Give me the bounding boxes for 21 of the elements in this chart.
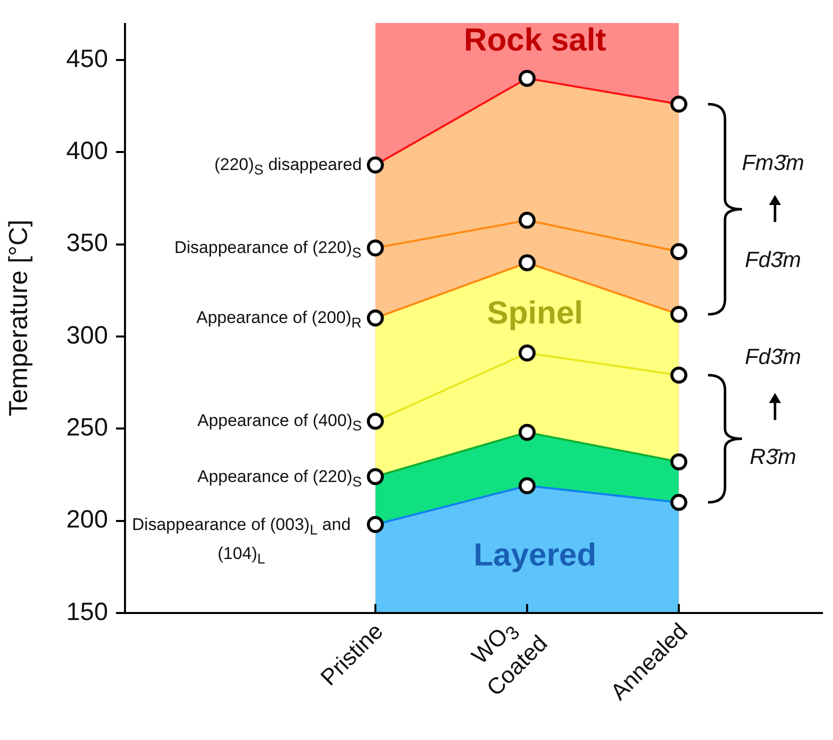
y-tick-label: 350: [66, 229, 108, 258]
series-label: Appearance of (220)$_{S}$: [197, 466, 362, 492]
annotation: Layered: [474, 536, 596, 574]
series-label: Disappearance of (220)$_{S}$: [174, 236, 362, 264]
y-tick-label: 300: [66, 321, 108, 350]
annotation: Spinel: [486, 294, 584, 332]
y-tick-label: 200: [66, 506, 108, 534]
text: Fd3̄m: [744, 247, 802, 273]
series-label: Appearance of (400)$_{S}$: [197, 410, 362, 437]
y-tick-label: 450: [66, 44, 108, 73]
y-tick-label: 150: [66, 598, 108, 626]
text: Disappearance of (003)$_{L}$ and (104)$_{L}$: [132, 514, 351, 568]
series-label: (220)$_{S}$ disappeared: [214, 154, 362, 180]
text: Fm3̄m: [742, 150, 804, 176]
y-axis-title: Temperature [°C]: [2, 220, 33, 416]
y-tick-label: 250: [66, 414, 108, 442]
annotation: Rock salt: [464, 22, 606, 58]
series-label: Appearance of (200)$_{R}$: [196, 307, 362, 334]
text: R3̄m: [750, 444, 796, 470]
text: Fd3̄m: [744, 344, 802, 370]
y-tick-label: 400: [66, 136, 108, 165]
